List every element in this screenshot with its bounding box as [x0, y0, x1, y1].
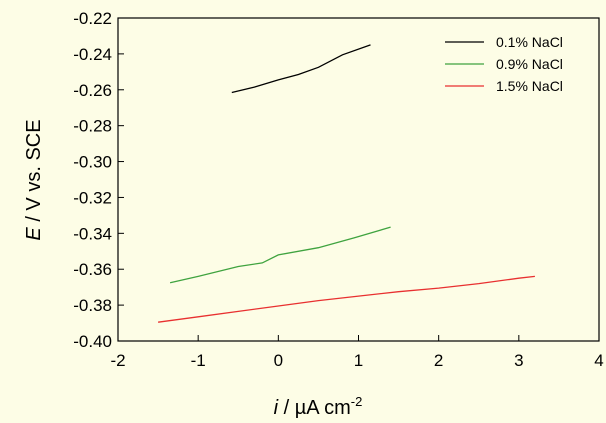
x-tick-label: -2 — [110, 351, 125, 370]
y-tick-label: -0.26 — [73, 81, 112, 100]
y-axis-label: E / V vs. SCE — [23, 119, 45, 240]
series-line-2 — [158, 275, 535, 323]
x-tick-label: 3 — [514, 351, 523, 370]
x-tick-label: -1 — [191, 351, 206, 370]
x-axis: -2 -1 0 1 2 3 4 — [110, 335, 604, 370]
x-tick-label: 1 — [354, 351, 363, 370]
y-tick-label: -0.22 — [73, 9, 112, 28]
y-tick-label: -0.24 — [73, 45, 112, 64]
y-tick-label: -0.28 — [73, 117, 112, 136]
y-tick-label: -0.36 — [73, 260, 112, 279]
legend-label: 0.9% NaCl — [496, 56, 563, 72]
legend-label: 0.1% NaCl — [496, 34, 563, 50]
y-tick-label: -0.34 — [73, 224, 112, 243]
x-axis-label: i / µA cm-2 — [274, 394, 363, 419]
y-tick-label: -0.38 — [73, 296, 112, 315]
x-tick-label: 4 — [594, 351, 603, 370]
x-tick-label: 0 — [274, 351, 283, 370]
plot-area — [158, 44, 535, 323]
legend-label: 1.5% NaCl — [496, 78, 563, 94]
x-tick-label: 2 — [434, 351, 443, 370]
y-tick-label: -0.30 — [73, 153, 112, 172]
y-axis: -0.40 -0.38 -0.36 -0.34 -0.32 -0.30 -0.28 -0.26… — [73, 9, 124, 351]
legend: 0.1% NaCl 0.9% NaCl 1.5% NaCl — [445, 34, 563, 94]
series-line-1 — [169, 226, 391, 284]
y-tick-label: -0.40 — [73, 332, 112, 351]
series-line-0 — [231, 44, 371, 94]
y-tick-label: -0.32 — [73, 188, 112, 207]
